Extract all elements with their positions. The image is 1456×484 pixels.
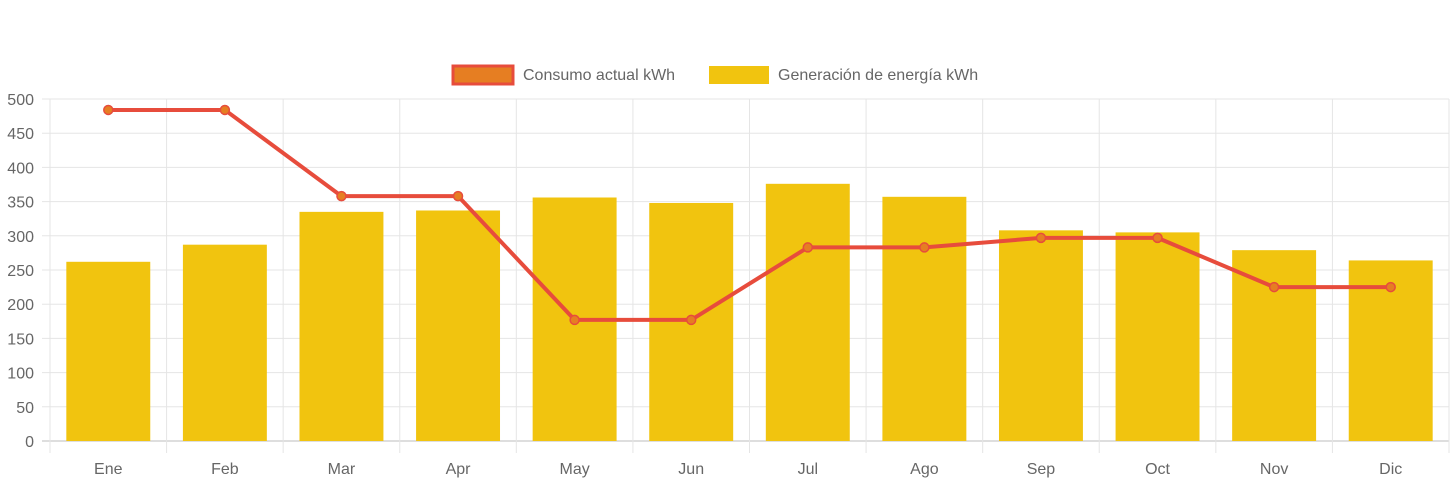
y-axis: 0 50 100 150 200 250 300 350 400 450 500 (7, 92, 34, 451)
y-tick-label: 250 (7, 263, 34, 280)
y-tick-label: 200 (7, 297, 34, 314)
y-tick-label: 350 (7, 195, 34, 212)
data-point (452, 190, 464, 202)
x-tick-label: Ene (94, 461, 123, 478)
data-point (919, 242, 930, 253)
x-tick-label: Feb (211, 461, 239, 478)
bar (66, 261, 151, 441)
legend[interactable]: Consumo actual kWh Generación de energía… (451, 64, 978, 86)
y-tick-label: 300 (7, 229, 34, 246)
data-point (802, 242, 814, 253)
bar (1115, 232, 1200, 441)
data-point (336, 190, 347, 202)
legend-label-generacion: Generación de energía kWh (778, 67, 978, 84)
bar (299, 211, 384, 441)
y-tick-label: 450 (7, 126, 34, 143)
data-point (1035, 232, 1047, 244)
y-tick-label: 150 (7, 331, 34, 348)
y-tick-label: 400 (7, 160, 34, 177)
bar (1232, 250, 1317, 441)
series-line (108, 107, 1391, 322)
y-tick-label: 50 (16, 400, 34, 417)
legend-item-consumo[interactable]: Consumo actual kWh (451, 64, 675, 86)
bar (998, 230, 1083, 441)
x-tick-label: May (560, 461, 590, 478)
legend-item-generacion[interactable]: Generación de energía kWh (709, 66, 978, 84)
x-tick-label: Sep (1027, 461, 1056, 478)
x-tick-label: Jul (798, 461, 818, 478)
x-tick-label: Mar (328, 461, 356, 478)
x-tick-label: Nov (1260, 461, 1288, 478)
data-point (1268, 281, 1280, 293)
grid-lines (42, 98, 1450, 453)
data-point (219, 104, 231, 116)
data-point (569, 314, 580, 326)
y-tick-label: 100 (7, 366, 34, 383)
legend-label-consumo: Consumo actual kWh (523, 67, 675, 84)
bar (882, 196, 967, 441)
x-axis: Ene Feb Mar Apr May Jun Jul Ago Sep Oct Nov Dic (94, 461, 1402, 478)
x-tick-label: Ago (910, 461, 939, 478)
y-tick-label: 500 (7, 92, 34, 109)
bar (182, 244, 267, 441)
bar (416, 210, 501, 441)
legend-swatch-consumo (451, 64, 515, 86)
y-tick-label: 0 (25, 434, 34, 451)
bar-series (66, 183, 1433, 442)
data-point (103, 104, 114, 116)
x-tick-label: Apr (446, 461, 472, 478)
legend-swatch-generacion (709, 66, 769, 84)
data-point (685, 314, 697, 326)
bar (765, 183, 850, 442)
x-tick-label: Jun (678, 461, 704, 478)
x-tick-label: Dic (1379, 461, 1402, 478)
data-point (1385, 281, 1396, 293)
line-series (103, 104, 1396, 326)
x-tick-label: Oct (1145, 461, 1170, 478)
data-point (1152, 232, 1163, 244)
